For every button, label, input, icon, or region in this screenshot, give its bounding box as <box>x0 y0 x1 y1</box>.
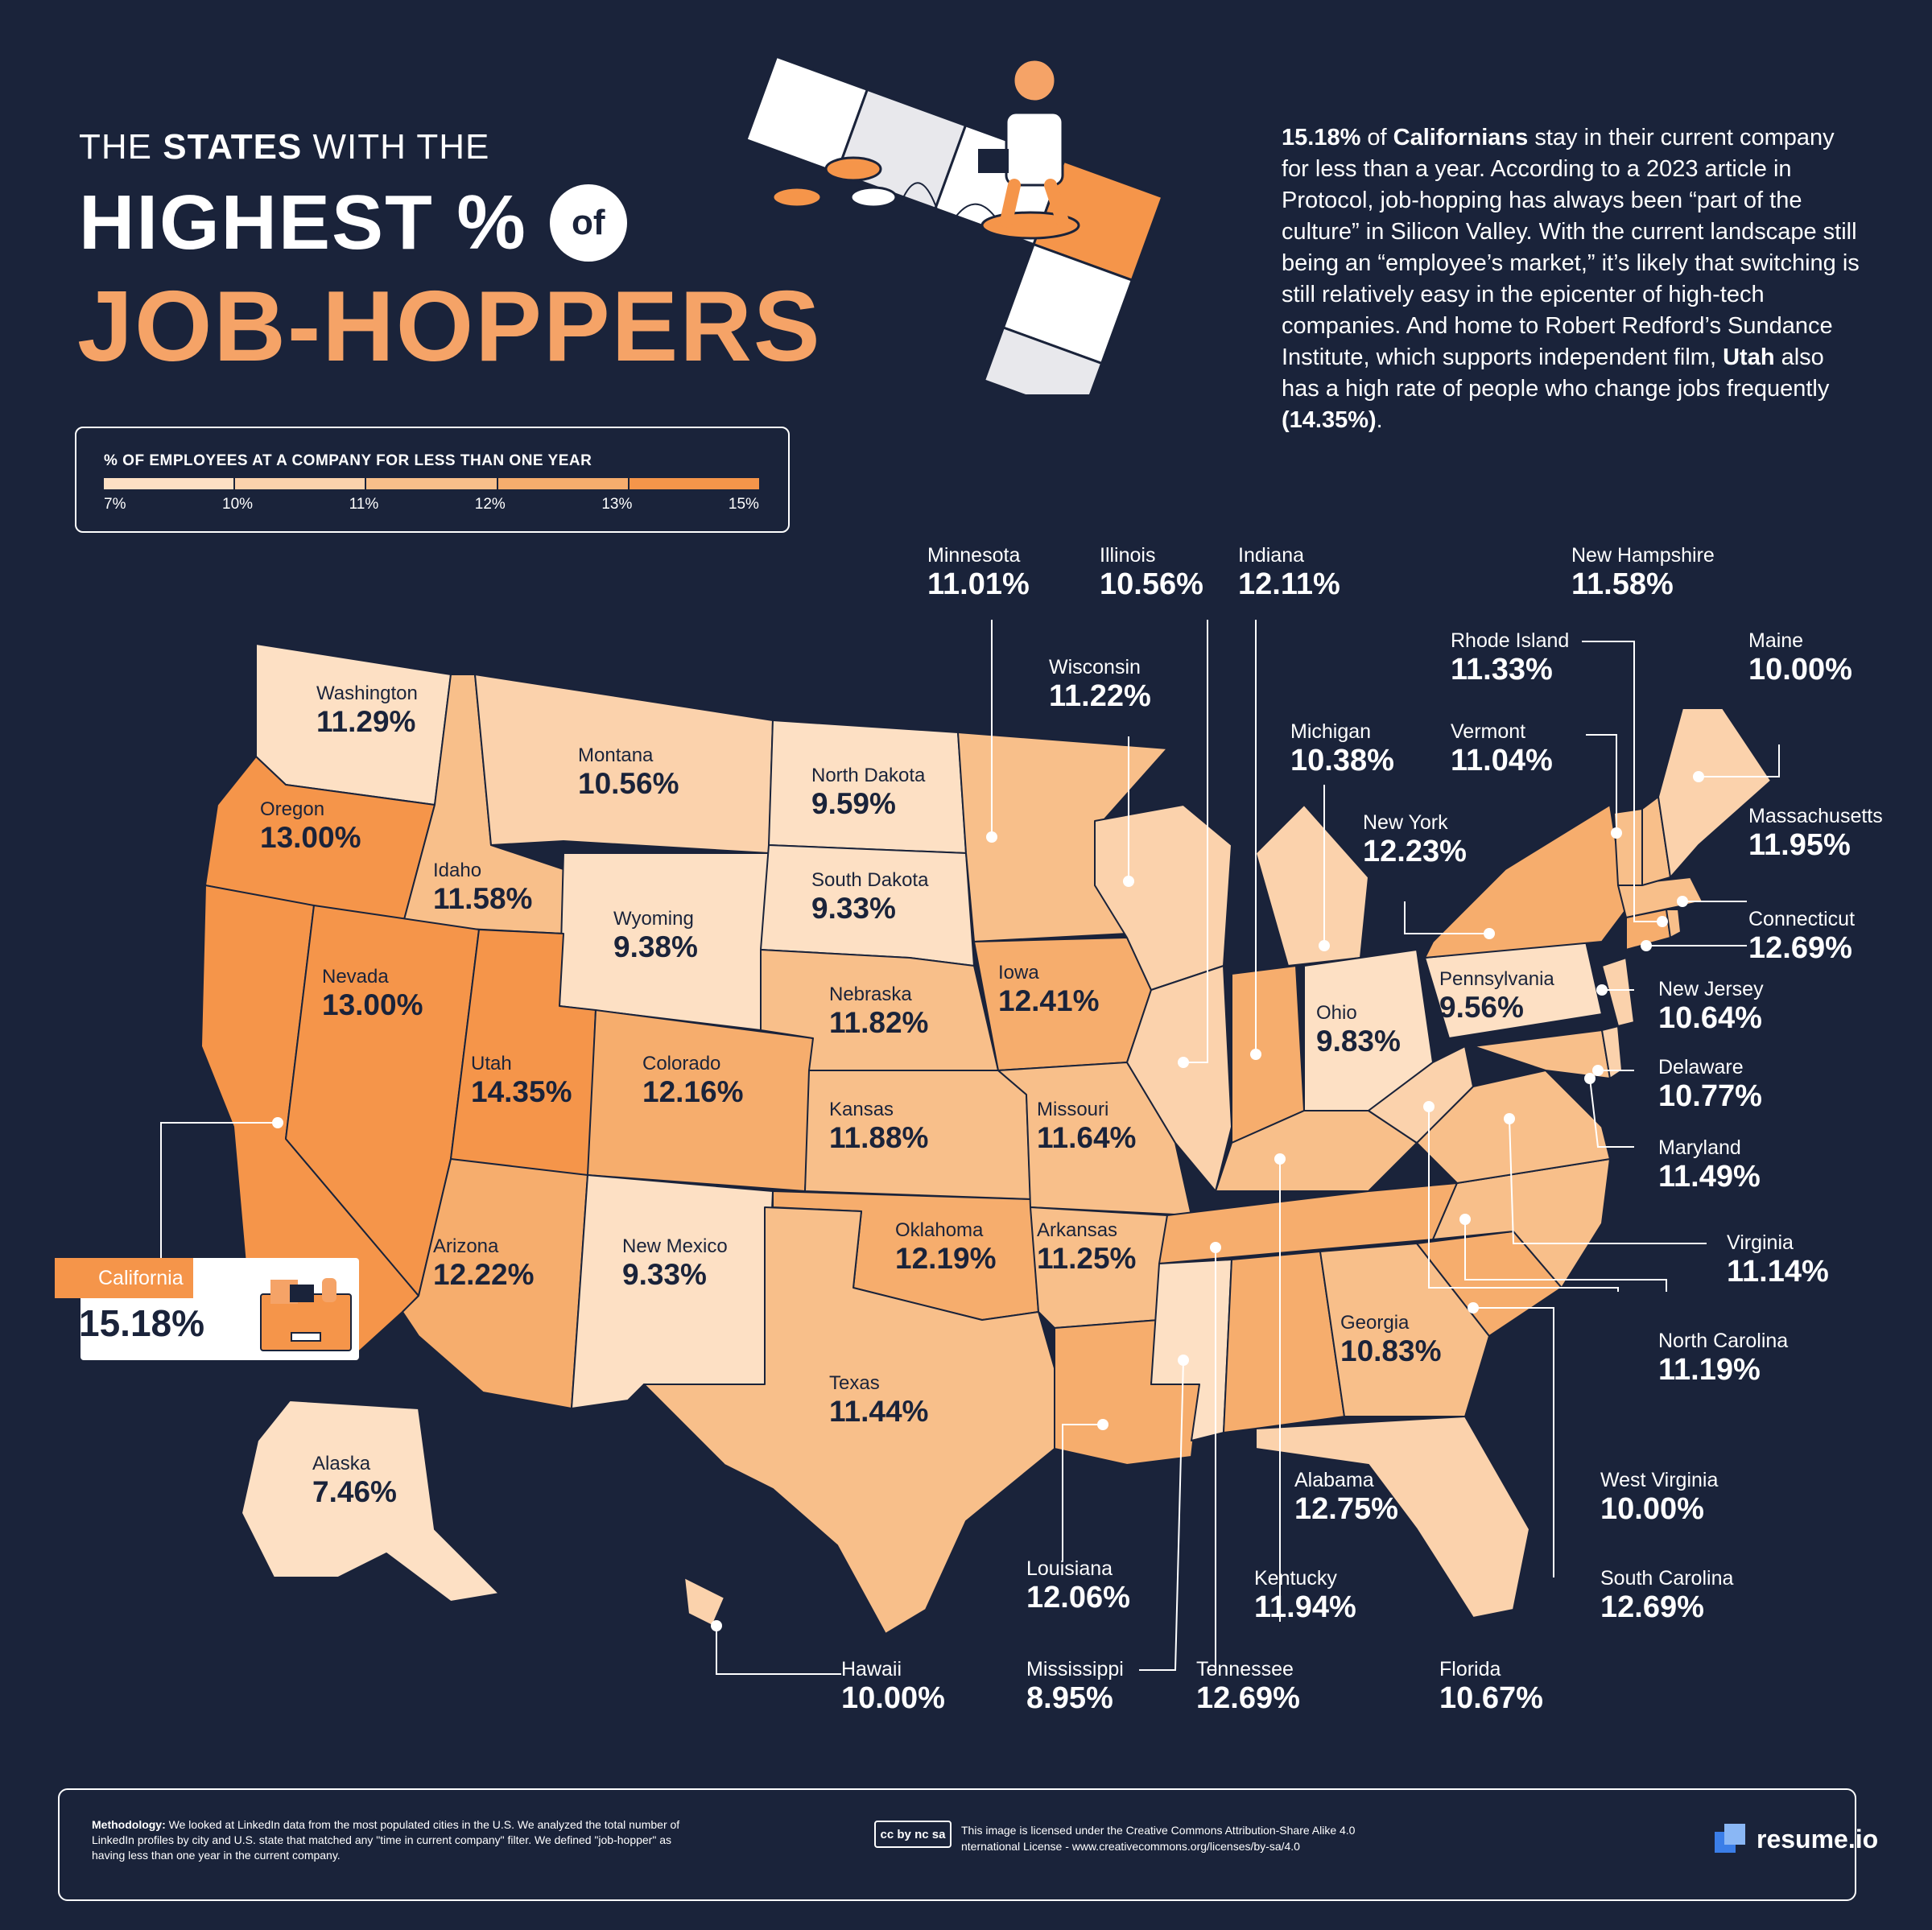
legend-bar <box>104 478 760 489</box>
label-new-mexico: New Mexico 9.33% <box>622 1235 728 1291</box>
state-alaska <box>241 1400 500 1602</box>
label-georgia: Georgia 10.83% <box>1340 1312 1442 1367</box>
state-montana <box>474 674 774 854</box>
legend-swatch-1 <box>104 478 236 489</box>
label-virginia: Virginia 11.14% <box>1727 1231 1829 1289</box>
license-text: This image is licensed under the Creativ… <box>961 1824 1356 1853</box>
label-illinois: Illinois 10.56% <box>1100 544 1203 601</box>
resume-logo-icon <box>1715 1824 1745 1854</box>
label-nevada: Nevada 13.00% <box>322 966 423 1021</box>
legend-swatch-5 <box>629 478 760 489</box>
legend-tick: 13% <box>601 496 633 513</box>
label-alabama: Alabama 12.75% <box>1294 1469 1398 1526</box>
state-maine <box>1657 707 1772 878</box>
label-texas: Texas 11.44% <box>829 1372 929 1428</box>
state-alabama <box>1223 1251 1345 1433</box>
legend-tick: 7% <box>104 496 126 513</box>
of-circle: of <box>549 184 627 262</box>
methodology-text: Methodology: We looked at LinkedIn data … <box>92 1818 680 1862</box>
label-tennessee: Tennessee 12.69% <box>1196 1658 1300 1715</box>
label-utah: Utah 14.35% <box>471 1053 572 1108</box>
label-ohio: Ohio 9.83% <box>1316 1002 1401 1058</box>
label-indiana: Indiana 12.11% <box>1238 544 1340 601</box>
label-michigan: Michigan 10.38% <box>1290 720 1394 777</box>
label-oregon: Oregon 13.00% <box>260 798 361 854</box>
state-rhode-island <box>1666 909 1682 938</box>
label-mississippi: Mississippi 8.95% <box>1026 1658 1124 1715</box>
intro-paragraph: 15.18% of Californians stay in their cur… <box>1282 125 1860 433</box>
label-colorado: Colorado 12.16% <box>642 1053 744 1108</box>
label-iowa: Iowa 12.41% <box>998 962 1100 1017</box>
label-arkansas: Arkansas 11.25% <box>1037 1219 1137 1275</box>
label-wisconsin: Wisconsin 11.22% <box>1049 656 1151 713</box>
label-massachusetts: Massachusetts 11.95% <box>1748 805 1883 862</box>
label-idaho: Idaho 11.58% <box>433 860 533 915</box>
state-georgia <box>1319 1243 1490 1417</box>
label-maine: Maine 10.00% <box>1748 629 1852 687</box>
label-south-carolina: South Carolina 12.69% <box>1600 1567 1734 1624</box>
legend-tick: 12% <box>474 496 506 513</box>
state-new-jersey <box>1601 957 1635 1027</box>
state-florida <box>1255 1416 1530 1619</box>
title-line-1: THE STATES WITH THE <box>79 127 490 167</box>
legend-tick: 11% <box>349 496 379 513</box>
legend-swatch-4 <box>497 478 630 489</box>
legend-tick: 15% <box>728 496 759 513</box>
label-south-dakota: South Dakota 9.33% <box>811 869 929 925</box>
legend-swatch-3 <box>366 478 498 489</box>
label-maryland: Maryland 11.49% <box>1658 1136 1761 1194</box>
label-arizona: Arizona 12.22% <box>433 1235 535 1291</box>
legend-swatch-2 <box>235 478 367 489</box>
state-texas <box>643 1206 1055 1635</box>
california-name: California <box>98 1267 184 1289</box>
label-connecticut: Connecticut 12.69% <box>1748 908 1856 965</box>
legend-tick: 10% <box>222 496 254 513</box>
label-nebraska: Nebraska 11.82% <box>829 984 929 1039</box>
label-hawaii: Hawaii 10.00% <box>841 1658 945 1715</box>
label-pennsylvania: Pennsylvania 9.56% <box>1439 968 1554 1024</box>
label-washington: Washington 11.29% <box>316 683 418 738</box>
title-line-3: JOB-HOPPERS <box>77 271 822 382</box>
label-north-dakota: North Dakota 9.59% <box>811 765 926 820</box>
state-west-virginia <box>1368 1045 1474 1144</box>
label-montana: Montana 10.56% <box>578 744 679 800</box>
legend-title: % OF EMPLOYEES AT A COMPANY FOR LESS THA… <box>104 452 592 469</box>
california-tag <box>55 1258 193 1298</box>
label-missouri: Missouri 11.64% <box>1037 1099 1137 1154</box>
label-rhode-island: Rhode Island 11.33% <box>1451 629 1570 687</box>
brand[interactable]: resume.io <box>1715 1824 1878 1854</box>
label-alaska: Alaska 7.46% <box>312 1453 397 1508</box>
label-vermont: Vermont 11.04% <box>1451 720 1553 777</box>
label-minnesota: Minnesota 11.01% <box>927 544 1030 601</box>
label-louisiana: Louisiana 12.06% <box>1026 1557 1130 1615</box>
legend-ticks: 7% 10% 11% 12% 13% 15% <box>104 496 759 513</box>
california-value: 15.18% <box>79 1302 205 1344</box>
footer: Methodology: We looked at LinkedIn data … <box>58 1788 1878 1901</box>
label-new-jersey: New Jersey 10.64% <box>1658 978 1764 1035</box>
title-line-2: HIGHEST % of <box>79 179 627 267</box>
briefcase-icon <box>260 1278 352 1351</box>
label-north-carolina: North Carolina 11.19% <box>1658 1330 1789 1387</box>
label-kentucky: Kentucky 11.94% <box>1254 1567 1356 1624</box>
board-path-illustration <box>745 55 1164 394</box>
state-new-mexico <box>571 1174 774 1409</box>
label-kansas: Kansas 11.88% <box>829 1099 929 1154</box>
state-hawaii <box>683 1577 725 1627</box>
label-wyoming: Wyoming 9.38% <box>613 908 698 963</box>
label-oklahoma: Oklahoma 12.19% <box>895 1219 997 1275</box>
creative-commons-icon: cc by nc sa <box>874 1821 952 1848</box>
label-west-virginia: West Virginia 10.00% <box>1600 1469 1719 1526</box>
label-new-hampshire: New Hampshire 11.58% <box>1571 544 1715 601</box>
state-michigan <box>1255 804 1369 967</box>
state-vermont <box>1613 808 1643 886</box>
label-florida: Florida 10.67% <box>1439 1658 1543 1715</box>
legend: % OF EMPLOYEES AT A COMPANY FOR LESS THA… <box>75 427 790 533</box>
label-delaware: Delaware 10.77% <box>1658 1056 1762 1113</box>
label-new-york: New York 12.23% <box>1363 811 1467 868</box>
